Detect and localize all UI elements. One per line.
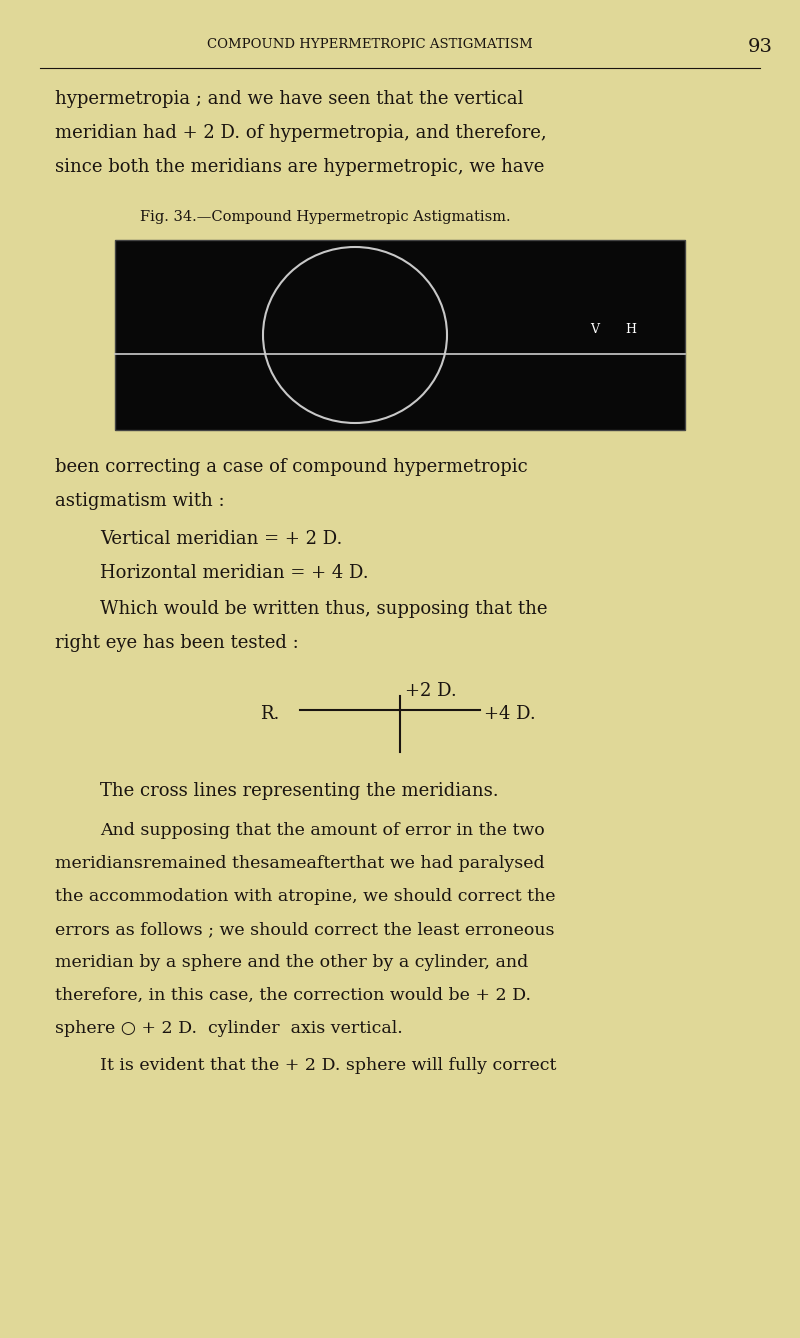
Text: right eye has been tested :: right eye has been tested : (55, 634, 298, 652)
Text: V: V (590, 322, 599, 336)
Text: Horizontal meridian = + 4 D.: Horizontal meridian = + 4 D. (100, 565, 369, 582)
Text: +4 D.: +4 D. (484, 705, 536, 723)
Text: meridiansremained thesameafterthat we had paralysed: meridiansremained thesameafterthat we ha… (55, 855, 545, 872)
Text: COMPOUND HYPERMETROPIC ASTIGMATISM: COMPOUND HYPERMETROPIC ASTIGMATISM (207, 37, 533, 51)
Text: +2 D.: +2 D. (405, 682, 457, 700)
Text: 93: 93 (747, 37, 773, 56)
Text: astigmatism with :: astigmatism with : (55, 492, 225, 510)
Text: sphere ○ + 2 D.  cylinder  axis vertical.: sphere ○ + 2 D. cylinder axis vertical. (55, 1020, 402, 1037)
Text: since both the meridians are hypermetropic, we have: since both the meridians are hypermetrop… (55, 158, 544, 177)
Text: And supposing that the amount of error in the two: And supposing that the amount of error i… (100, 822, 545, 839)
Text: It is evident that the + 2 D. sphere will fully correct: It is evident that the + 2 D. sphere wil… (100, 1057, 556, 1074)
Bar (115, 240, 685, 429)
Text: Which would be written thus, supposing that the: Which would be written thus, supposing t… (100, 599, 547, 618)
Text: hypermetropia ; and we have seen that the vertical: hypermetropia ; and we have seen that th… (55, 90, 523, 108)
Text: meridian had + 2 D. of hypermetropia, and therefore,: meridian had + 2 D. of hypermetropia, an… (55, 124, 546, 142)
Text: Fig. 34.—Compound Hypermetropic Astigmatism.: Fig. 34.—Compound Hypermetropic Astigmat… (140, 210, 510, 223)
Text: R.: R. (260, 705, 279, 723)
Text: The cross lines representing the meridians.: The cross lines representing the meridia… (100, 781, 498, 800)
Text: been correcting a case of compound hypermetropic: been correcting a case of compound hyper… (55, 458, 528, 476)
Text: Vertical meridian = + 2 D.: Vertical meridian = + 2 D. (100, 530, 342, 549)
Text: errors as follows ; we should correct the least erroneous: errors as follows ; we should correct th… (55, 921, 554, 938)
Text: H: H (625, 322, 636, 336)
Text: therefore, in this case, the correction would be + 2 D.: therefore, in this case, the correction … (55, 987, 531, 1004)
Text: meridian by a sphere and the other by a cylinder, and: meridian by a sphere and the other by a … (55, 954, 528, 971)
Text: the accommodation with atropine, we should correct the: the accommodation with atropine, we shou… (55, 888, 555, 904)
